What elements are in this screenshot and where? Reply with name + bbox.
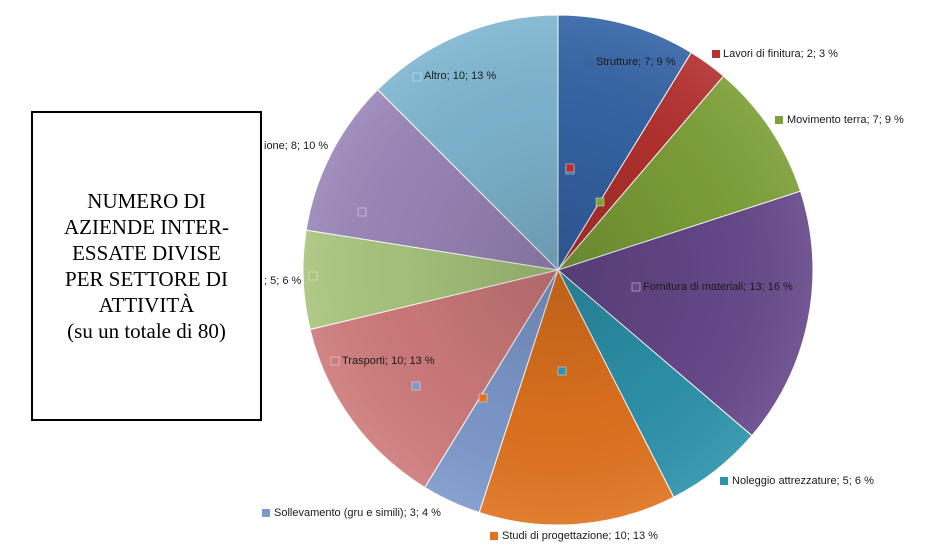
data-label-3: Movimento terra; 7; 9 % (787, 114, 904, 126)
slice-marker-11 (412, 72, 422, 82)
data-label-1: Strutture; 7; 9 % (596, 56, 676, 68)
data-label-7: Sollevamento (gru e simili); 3; 4 % (274, 507, 441, 519)
title-line-6: (su un totale di 80) (67, 319, 226, 343)
legend-marker-2 (712, 50, 720, 58)
data-label-4: Fornitura di materiali; 13; 16 % (643, 281, 793, 293)
title-line-1: NUMERO DI (87, 189, 206, 213)
legend-marker-5 (720, 477, 728, 485)
slice-marker-4 (631, 282, 641, 292)
legend-marker-7 (262, 509, 270, 517)
slice-marker-5 (557, 366, 567, 376)
title-line-5: ATTIVITÀ (98, 293, 195, 317)
data-label-10: ione; 8; 10 % (264, 140, 328, 152)
data-label-9: ; 5; 6 % (264, 275, 302, 287)
slice-marker-10 (357, 207, 367, 217)
legend-marker-1 (585, 61, 593, 69)
slice-marker-6 (478, 393, 488, 403)
data-label-6: Studi di progettazione; 10; 13 % (502, 530, 658, 542)
data-label-8: Trasporti; 10; 13 % (342, 355, 435, 367)
data-label-11: Altro; 10; 13 % (424, 70, 496, 82)
title-line-2: AZIENDE INTER- (63, 215, 230, 239)
slice-marker-9 (308, 271, 318, 281)
slice-marker-7 (411, 381, 421, 391)
data-label-5: Noleggio attrezzature; 5; 6 % (732, 475, 874, 487)
legend-marker-3 (775, 116, 783, 124)
slice-marker-8 (330, 356, 340, 366)
data-label-2: Lavori di finitura; 2; 3 % (723, 48, 838, 60)
slice-marker-3 (595, 197, 605, 207)
slice-marker-2 (565, 163, 575, 173)
legend-marker-6 (490, 532, 498, 540)
chart-title-box: NUMERO DI AZIENDE INTER- ESSATE DIVISE P… (31, 111, 262, 421)
title-line-4: PER SETTORE DI (65, 267, 228, 291)
title-line-3: ESSATE DIVISE (72, 241, 221, 265)
